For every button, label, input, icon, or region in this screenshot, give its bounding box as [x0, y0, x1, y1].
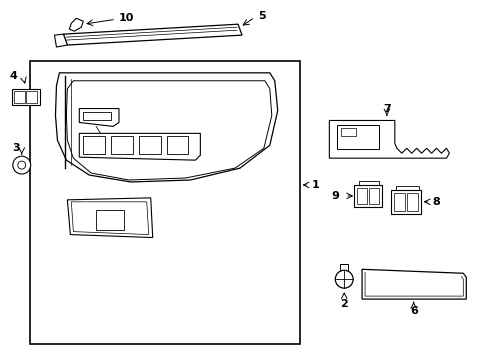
Text: 10: 10	[119, 13, 134, 23]
Text: 3: 3	[12, 143, 20, 153]
Text: 8: 8	[433, 197, 441, 207]
Polygon shape	[362, 269, 466, 299]
Bar	[111, 136, 133, 154]
Bar	[357, 188, 367, 204]
Bar	[354, 185, 382, 207]
Text: 4: 4	[10, 71, 18, 81]
Polygon shape	[63, 24, 242, 45]
Polygon shape	[79, 133, 200, 160]
Bar	[369, 188, 379, 204]
Bar	[139, 136, 161, 154]
Text: 5: 5	[258, 11, 266, 21]
Polygon shape	[329, 121, 449, 158]
Bar	[83, 112, 111, 121]
Polygon shape	[54, 34, 68, 47]
Text: 2: 2	[341, 299, 348, 309]
Circle shape	[13, 156, 31, 174]
Bar	[14, 91, 24, 103]
Bar	[341, 129, 356, 136]
Text: 7: 7	[383, 104, 391, 113]
Circle shape	[335, 270, 353, 288]
Polygon shape	[79, 109, 119, 126]
Bar	[30, 61, 299, 344]
Bar	[12, 89, 40, 105]
Polygon shape	[55, 73, 278, 182]
Bar	[337, 125, 379, 149]
Bar	[83, 136, 105, 154]
Bar	[25, 91, 37, 103]
Polygon shape	[68, 198, 153, 238]
Bar	[96, 210, 124, 230]
Polygon shape	[70, 18, 83, 31]
Bar	[407, 193, 417, 211]
Bar	[394, 193, 405, 211]
Bar	[391, 190, 420, 214]
Text: 1: 1	[312, 180, 319, 190]
Text: 6: 6	[410, 306, 417, 316]
Text: 9: 9	[331, 191, 339, 201]
Bar	[167, 136, 189, 154]
